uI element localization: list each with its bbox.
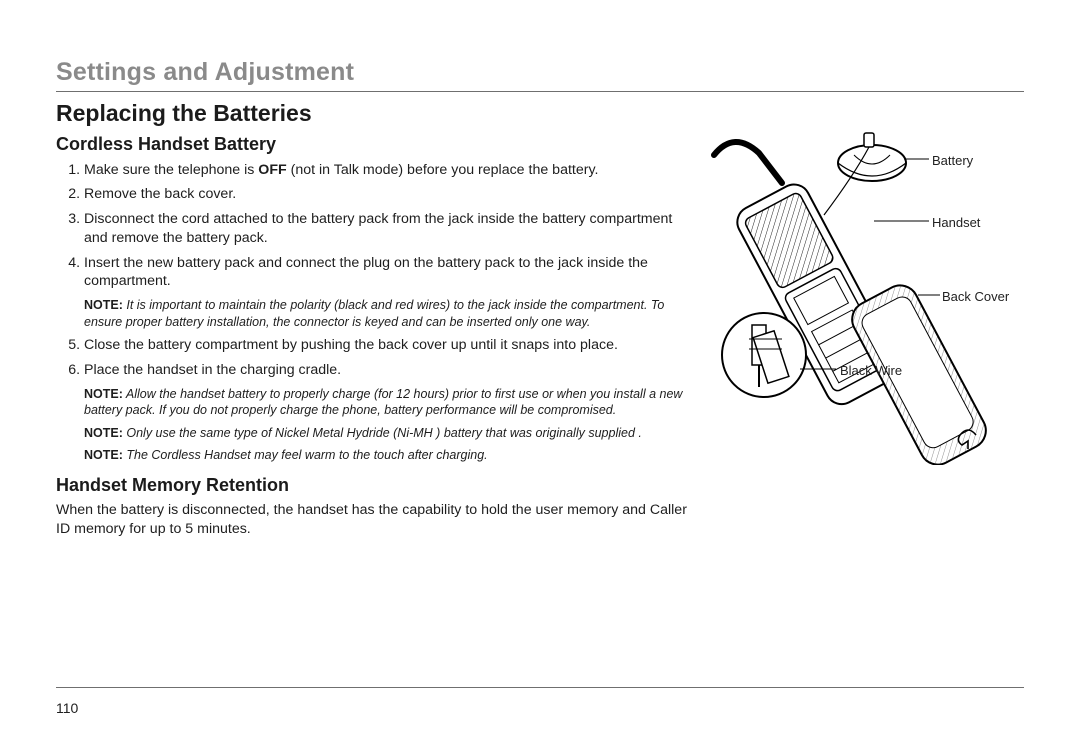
page-heading: Replacing the Batteries — [56, 100, 1024, 127]
step-4: Insert the new battery pack and connect … — [84, 254, 696, 291]
step-1-bold: OFF — [258, 162, 286, 178]
step-5: Close the battery compartment by pushing… — [84, 336, 696, 355]
note-3-text: Only use the same type of Nickel Metal H… — [123, 426, 642, 440]
step-1-text-c: (not in Talk mode) before you replace th… — [287, 162, 599, 178]
label-back-cover: Back Cover — [942, 289, 1009, 304]
note-label-2: NOTE: — [84, 387, 123, 401]
note-3: NOTE: Only use the same type of Nickel M… — [56, 425, 696, 442]
note-label-3: NOTE: — [84, 426, 123, 440]
step-1: Make sure the telephone is OFF (not in T… — [84, 161, 696, 180]
note-label: NOTE: — [84, 298, 123, 312]
step-2: Remove the back cover. — [84, 185, 696, 204]
note-4: NOTE: The Cordless Handset may feel warm… — [56, 447, 696, 464]
steps-list: Make sure the telephone is OFF (not in T… — [56, 161, 696, 291]
diagram-area: Battery Handset Back Cover Black Wire — [714, 131, 1024, 471]
step-3: Disconnect the cord attached to the batt… — [84, 210, 696, 247]
note-1: NOTE: It is important to maintain the po… — [56, 297, 696, 330]
note-2-text: Allow the handset battery to properly ch… — [84, 387, 682, 418]
content-row: Cordless Handset Battery Make sure the t… — [56, 131, 1024, 539]
note-label-4: NOTE: — [84, 448, 123, 462]
text-column: Cordless Handset Battery Make sure the t… — [56, 131, 696, 539]
label-battery: Battery — [932, 153, 973, 168]
footer-rule — [56, 687, 1024, 688]
label-black-wire: Black Wire — [840, 363, 902, 378]
label-handset: Handset — [932, 215, 980, 230]
retention-text: When the battery is disconnected, the ha… — [56, 501, 696, 538]
subheading-battery: Cordless Handset Battery — [56, 133, 696, 157]
step-6: Place the handset in the charging cradle… — [84, 361, 696, 380]
manual-page: Settings and Adjustment Replacing the Ba… — [0, 0, 1080, 742]
note-2: NOTE: Allow the handset battery to prope… — [56, 386, 696, 419]
page-number: 110 — [56, 700, 78, 716]
steps-list-cont: Close the battery compartment by pushing… — [56, 336, 696, 379]
step-1-text-a: Make sure the telephone is — [84, 162, 258, 178]
section-title: Settings and Adjustment — [56, 58, 1024, 92]
note-1-text: It is important to maintain the polarity… — [84, 298, 664, 329]
note-4-text: The Cordless Handset may feel warm to th… — [123, 448, 488, 462]
subheading-memory: Handset Memory Retention — [56, 474, 696, 498]
